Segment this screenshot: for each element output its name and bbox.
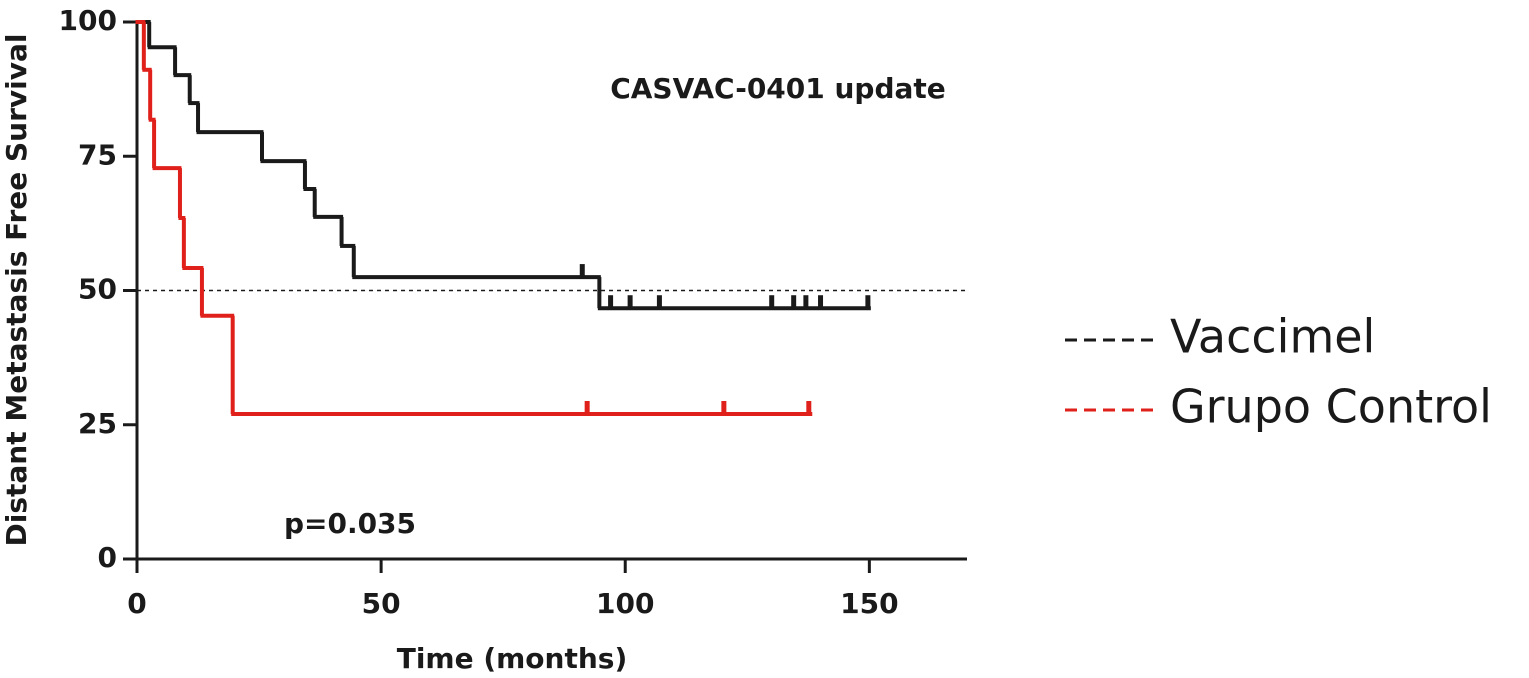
y-tick-label: 0: [98, 541, 117, 574]
x-tick-label: 150: [840, 587, 898, 620]
y-tick-label: 50: [78, 273, 117, 306]
x-tick-label: 100: [596, 587, 654, 620]
legend-label: Grupo Control: [1170, 380, 1492, 434]
y-tick-label: 100: [59, 4, 117, 37]
legend-label: Vaccimel: [1170, 310, 1375, 364]
y-tick-label: 75: [78, 138, 117, 171]
p-value: p=0.035: [284, 507, 416, 540]
chart-title: CASVAC-0401 update: [610, 72, 946, 105]
x-tick-label: 50: [362, 587, 401, 620]
x-tick-label: 0: [127, 587, 146, 620]
y-axis-title: Distant Metastasis Free Survival: [0, 34, 33, 547]
x-axis-title: Time (months): [397, 642, 628, 675]
y-tick-label: 25: [78, 407, 117, 440]
